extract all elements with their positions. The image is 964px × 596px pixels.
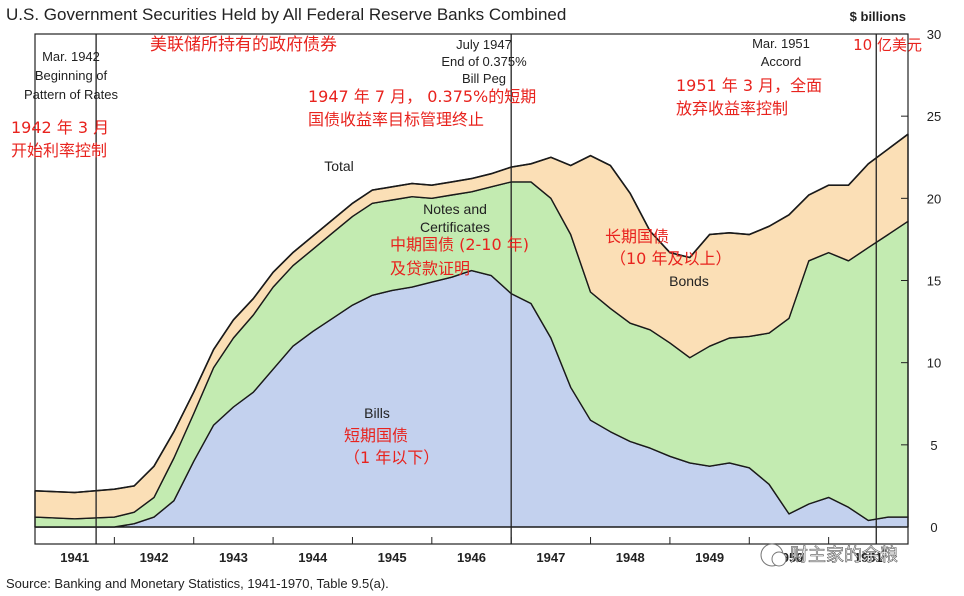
series-label-notes-cn-2: 及贷款证明 (390, 259, 470, 278)
plot-areas (34, 133, 909, 528)
series-label-notes: Notes and (423, 201, 487, 217)
x-tick-label-1945: 1945 (378, 550, 407, 565)
series-label-bonds-cn-2: （10 年及以上） (610, 249, 731, 268)
annotation-1947-cn-1: 1947 年 7 月， 0.375%的短期 (308, 87, 536, 106)
annotation-1942-cn-2: 开始利率控制 (11, 141, 107, 160)
annotation-1947-line-1: July 1947 (456, 37, 512, 52)
annotation-1947-cn-2: 国债收益率目标管理终止 (308, 110, 484, 129)
series-label-bills-cn-1: 短期国债 (344, 426, 408, 445)
annotation-1942-cn-1: 1942 年 3 月 (11, 118, 109, 137)
y-tick-label-5: 5 (930, 438, 937, 453)
y-axis: 0 5 10 15 20 25 30 (901, 27, 941, 535)
x-tick-label-1941: 1941 (60, 550, 89, 565)
y-tick-label-0: 0 (930, 520, 937, 535)
watermark-text: 财主家的余粮 (790, 545, 898, 566)
series-label-bills-cn-2: （1 年以下） (344, 448, 439, 467)
annotation-1951-cn-1: 1951 年 3 月，全面 (676, 76, 822, 95)
chart-title: U.S. Government Securities Held by All F… (6, 5, 566, 24)
y-tick-label-20: 20 (927, 191, 941, 206)
chart-subtitle-cn: 美联储所持有的政府债券 (150, 35, 337, 55)
wechat-icon-inner (771, 551, 787, 567)
x-tick-label-1951: 1951 (854, 550, 883, 565)
y-unit-label-cn: 10 亿美元 (853, 36, 922, 54)
annotation-1947-line-2: End of 0.375% (441, 54, 527, 69)
source-note: Source: Banking and Monetary Statistics,… (6, 576, 389, 591)
y-tick-label-10: 10 (927, 356, 941, 371)
y-tick-label-25: 25 (927, 109, 941, 124)
series-label-bills: Bills (364, 405, 390, 421)
annotation-1951-cn-2: 放弃收益率控制 (676, 99, 788, 118)
event-lines (95, 34, 877, 544)
annotation-1942-line-1: Mar. 1942 (42, 49, 100, 64)
x-tick-label-1946: 1946 (457, 550, 486, 565)
x-tick-label-1948: 1948 (616, 550, 645, 565)
x-tick-label-1943: 1943 (219, 550, 248, 565)
annotation-1947-line-3: Bill Peg (462, 71, 506, 86)
total-line (34, 133, 909, 494)
x-tick-label-1947: 1947 (536, 550, 565, 565)
series-label-bonds-cn-1: 长期国债 (605, 227, 669, 246)
y-tick-label-15: 15 (927, 274, 941, 289)
series-label-bonds: Bonds (669, 273, 709, 289)
y-unit-label: $ billions (850, 9, 906, 24)
watermark: 财主家的余粮 (760, 543, 898, 567)
total-label: Total (324, 158, 354, 174)
series-label-notes-line-2: Certificates (420, 219, 490, 235)
plot-frame (34, 33, 909, 545)
y-tick-label-30: 30 (927, 27, 941, 42)
x-tick-label-1942: 1942 (140, 550, 169, 565)
x-tick-label-1949: 1949 (695, 550, 724, 565)
series-label-notes-cn-1: 中期国债 (2-10 年) (390, 235, 529, 254)
annotation-1951-line-1: Mar. 1951 (752, 36, 810, 51)
annotation-1942-line-3: Pattern of Rates (24, 87, 118, 102)
annotation-1942-line-2: Beginning of (35, 68, 108, 83)
x-tick-label-1944: 1944 (298, 550, 328, 565)
annotation-1951-line-2: Accord (761, 54, 801, 69)
